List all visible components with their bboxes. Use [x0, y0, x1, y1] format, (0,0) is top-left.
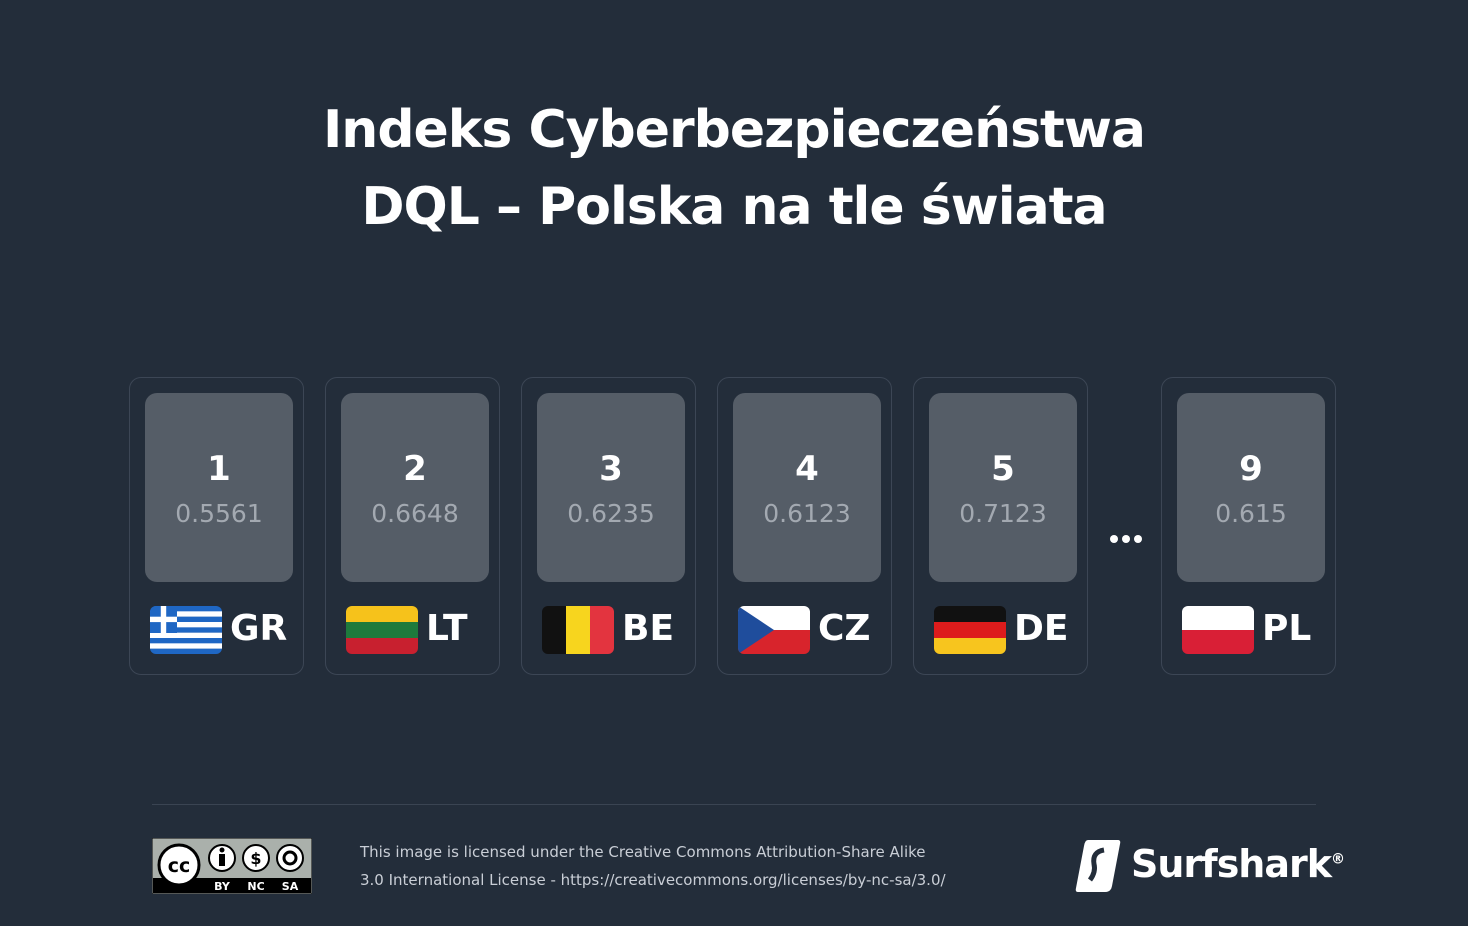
- rank: 3: [599, 449, 623, 489]
- score-box: 3 0.6235: [537, 393, 685, 582]
- cc-label: BY: [214, 880, 231, 893]
- country-card: 5 0.7123 DE: [913, 377, 1088, 675]
- brand-mark: ®: [1331, 851, 1345, 868]
- flag: [542, 606, 614, 654]
- score-box: 5 0.7123: [929, 393, 1077, 582]
- brand: Surfshark®: [1131, 842, 1345, 886]
- country-card: 2 0.6648 LT: [325, 377, 500, 675]
- rank: 2: [403, 449, 427, 489]
- rank: 4: [795, 449, 819, 489]
- score-box: 4 0.6123: [733, 393, 881, 582]
- country-card: 4 0.6123 CZ: [717, 377, 892, 675]
- score: 0.6648: [371, 499, 459, 528]
- cc-label: SA: [282, 880, 299, 893]
- svg-text:$: $: [250, 849, 261, 868]
- country-code: LT: [426, 608, 468, 649]
- flag: [346, 606, 418, 654]
- rank: 9: [1239, 449, 1263, 489]
- score-box: 2 0.6648: [341, 393, 489, 582]
- ellipsis: [1110, 535, 1142, 543]
- rank: 5: [991, 449, 1015, 489]
- score: 0.6123: [763, 499, 851, 528]
- flag: [1182, 606, 1254, 654]
- svg-text:cc: cc: [168, 855, 191, 877]
- score: 0.5561: [175, 499, 263, 528]
- flag: [934, 606, 1006, 654]
- country-code: DE: [1014, 608, 1069, 649]
- flag: [150, 606, 222, 654]
- surfshark-logo: [1075, 840, 1121, 892]
- score: 0.7123: [959, 499, 1047, 528]
- country-card: 9 0.615 PL: [1161, 377, 1336, 675]
- country-code: PL: [1262, 608, 1312, 649]
- rank: 1: [207, 449, 231, 489]
- score-box: 9 0.615: [1177, 393, 1325, 582]
- title-line: DQL – Polska na tle świata: [361, 177, 1107, 237]
- score-box: 1 0.5561: [145, 393, 293, 582]
- score: 0.6235: [567, 499, 655, 528]
- brand-name: Surfshark: [1131, 842, 1332, 886]
- cc-badge: cc $ BY NC SA: [152, 838, 312, 894]
- country-card: 3 0.6235 BE: [521, 377, 696, 675]
- title-line: Indeks Cyberbezpieczeństwa: [322, 100, 1146, 160]
- license-text: 3.0 International License - https://crea…: [360, 871, 946, 889]
- license-text: This image is licensed under the Creativ…: [360, 843, 926, 861]
- divider: [152, 804, 1316, 805]
- flag: [738, 606, 810, 654]
- score: 0.615: [1215, 499, 1287, 528]
- country-code: GR: [230, 608, 288, 649]
- country-code: BE: [622, 608, 675, 649]
- country-card: 1 0.5561 GR: [129, 377, 304, 675]
- country-code: CZ: [818, 608, 871, 649]
- cc-label: NC: [247, 880, 264, 893]
